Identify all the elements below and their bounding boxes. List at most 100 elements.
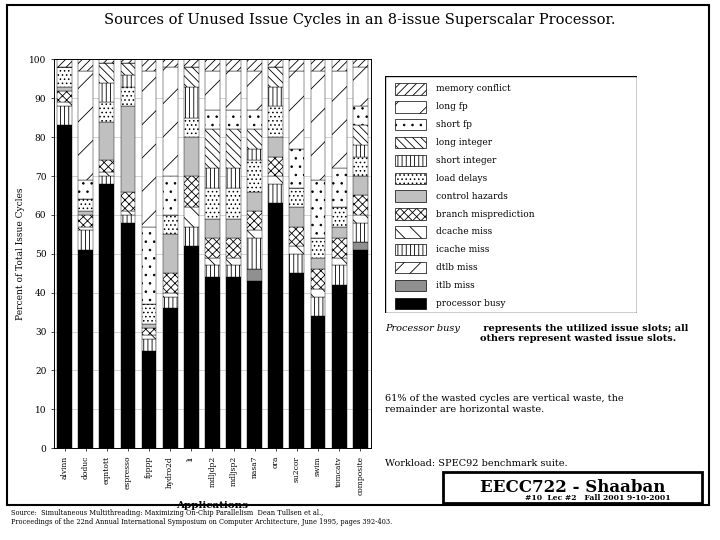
Bar bbox=[247, 269, 262, 281]
Bar bbox=[163, 176, 178, 215]
Bar bbox=[395, 244, 426, 255]
Bar bbox=[184, 176, 199, 207]
Bar bbox=[353, 215, 368, 222]
Bar bbox=[289, 207, 305, 227]
Bar bbox=[57, 86, 72, 91]
Bar bbox=[120, 86, 135, 106]
Bar bbox=[332, 266, 346, 285]
Bar bbox=[142, 227, 156, 305]
Bar bbox=[205, 219, 220, 238]
Bar bbox=[247, 281, 262, 448]
Bar bbox=[395, 280, 426, 291]
Bar bbox=[184, 246, 199, 448]
Bar bbox=[247, 71, 262, 110]
Bar bbox=[289, 149, 305, 188]
Bar bbox=[163, 308, 178, 448]
Bar bbox=[310, 59, 325, 71]
Bar bbox=[269, 106, 283, 137]
Bar bbox=[99, 102, 114, 122]
Bar bbox=[99, 59, 114, 63]
Bar bbox=[226, 71, 241, 110]
Text: dcache miss: dcache miss bbox=[436, 227, 492, 237]
Bar bbox=[142, 335, 156, 339]
Bar bbox=[184, 118, 199, 137]
Bar bbox=[184, 137, 199, 176]
Bar bbox=[247, 130, 262, 149]
Bar bbox=[205, 188, 220, 219]
Bar bbox=[163, 296, 178, 308]
Bar bbox=[142, 339, 156, 351]
Bar bbox=[395, 137, 426, 148]
Bar bbox=[395, 119, 426, 131]
Bar bbox=[289, 254, 305, 273]
Text: load delays: load delays bbox=[436, 174, 487, 183]
Bar bbox=[78, 199, 93, 211]
Bar bbox=[142, 324, 156, 328]
Bar bbox=[99, 122, 114, 160]
Bar bbox=[310, 238, 325, 258]
Bar bbox=[332, 227, 346, 238]
Bar bbox=[99, 184, 114, 448]
Bar bbox=[78, 59, 93, 71]
Bar bbox=[395, 208, 426, 220]
Bar bbox=[289, 227, 305, 246]
Bar bbox=[78, 180, 93, 199]
Bar bbox=[163, 215, 178, 234]
Bar bbox=[99, 160, 114, 172]
Bar bbox=[353, 222, 368, 242]
Bar bbox=[78, 231, 93, 250]
Bar bbox=[332, 207, 346, 227]
Bar bbox=[184, 207, 199, 227]
Bar bbox=[57, 59, 72, 67]
Bar bbox=[395, 173, 426, 184]
Bar bbox=[184, 227, 199, 246]
Bar bbox=[120, 59, 135, 63]
Bar bbox=[184, 67, 199, 86]
Text: branch misprediction: branch misprediction bbox=[436, 210, 534, 219]
Bar bbox=[289, 246, 305, 254]
X-axis label: Applications: Applications bbox=[176, 501, 248, 510]
Bar bbox=[289, 71, 305, 149]
Bar bbox=[163, 59, 178, 67]
Bar bbox=[395, 262, 426, 273]
Bar bbox=[205, 130, 220, 168]
Bar bbox=[205, 59, 220, 71]
Text: long fp: long fp bbox=[436, 103, 467, 111]
Bar bbox=[57, 102, 72, 106]
Bar bbox=[205, 110, 220, 130]
Bar bbox=[226, 266, 241, 277]
Bar bbox=[247, 149, 262, 160]
Bar bbox=[289, 59, 305, 71]
Bar bbox=[269, 59, 283, 67]
Text: processor busy: processor busy bbox=[436, 299, 505, 308]
Bar bbox=[99, 172, 114, 176]
Bar bbox=[205, 277, 220, 448]
Bar bbox=[310, 269, 325, 289]
Bar bbox=[120, 192, 135, 211]
Text: icache miss: icache miss bbox=[436, 245, 489, 254]
Bar bbox=[163, 67, 178, 176]
Bar bbox=[142, 328, 156, 335]
Bar bbox=[205, 266, 220, 277]
Text: short fp: short fp bbox=[436, 120, 472, 129]
Bar bbox=[247, 231, 262, 238]
Bar bbox=[247, 211, 262, 231]
Bar bbox=[99, 63, 114, 83]
Text: 61% of the wasted cycles are vertical waste, the
remainder are horizontal waste.: 61% of the wasted cycles are vertical wa… bbox=[385, 394, 624, 414]
Bar bbox=[78, 71, 93, 180]
Bar bbox=[99, 83, 114, 102]
Text: Workload: SPEC92 benchmark suite.: Workload: SPEC92 benchmark suite. bbox=[385, 459, 568, 468]
Bar bbox=[332, 59, 346, 71]
Bar bbox=[269, 67, 283, 86]
Bar bbox=[226, 168, 241, 188]
Bar bbox=[57, 91, 72, 102]
Bar bbox=[247, 238, 262, 269]
Bar bbox=[78, 211, 93, 215]
Bar bbox=[205, 238, 220, 258]
Bar bbox=[120, 75, 135, 86]
Text: represents the utilized issue slots; all
others represent wasted issue slots.: represents the utilized issue slots; all… bbox=[480, 324, 688, 343]
Bar bbox=[395, 101, 426, 112]
Bar bbox=[226, 188, 241, 219]
Bar bbox=[78, 227, 93, 231]
Y-axis label: Percent of Total Issue Cycles: Percent of Total Issue Cycles bbox=[16, 187, 25, 320]
